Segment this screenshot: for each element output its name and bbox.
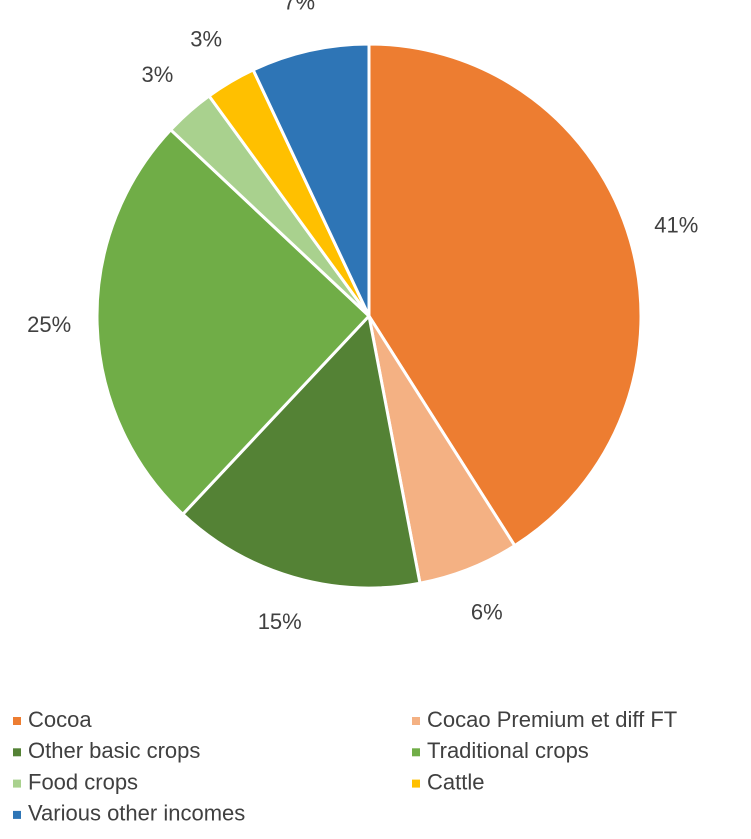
- data-label: 41%: [654, 213, 698, 238]
- legend-marker: [13, 779, 21, 788]
- legend-label: Cocao Premium et diff FT: [427, 707, 677, 732]
- data-label: 25%: [27, 312, 71, 337]
- data-label: 3%: [141, 62, 173, 87]
- legend-label: Cocoa: [28, 707, 92, 732]
- legend-label: Food crops: [28, 769, 138, 794]
- legend-label: Various other incomes: [28, 801, 245, 826]
- data-label: 7%: [283, 0, 315, 15]
- legend-label: Traditional crops: [427, 738, 589, 763]
- legend-marker: [13, 748, 21, 757]
- data-label: 3%: [190, 26, 222, 51]
- legend-marker: [412, 779, 420, 788]
- pie-slice: [95, 128, 371, 516]
- legend-label: Cattle: [427, 769, 484, 794]
- pie-slice: [181, 314, 422, 590]
- data-label: 6%: [471, 599, 503, 624]
- legend-label: Other basic crops: [28, 738, 200, 763]
- pie-slice: [367, 42, 643, 548]
- legend-marker: [13, 717, 21, 725]
- legend-marker: [412, 748, 420, 757]
- legend-marker: [412, 717, 420, 725]
- data-label: 15%: [258, 609, 302, 634]
- legend-marker: [13, 810, 21, 819]
- pie-slice: [251, 42, 371, 318]
